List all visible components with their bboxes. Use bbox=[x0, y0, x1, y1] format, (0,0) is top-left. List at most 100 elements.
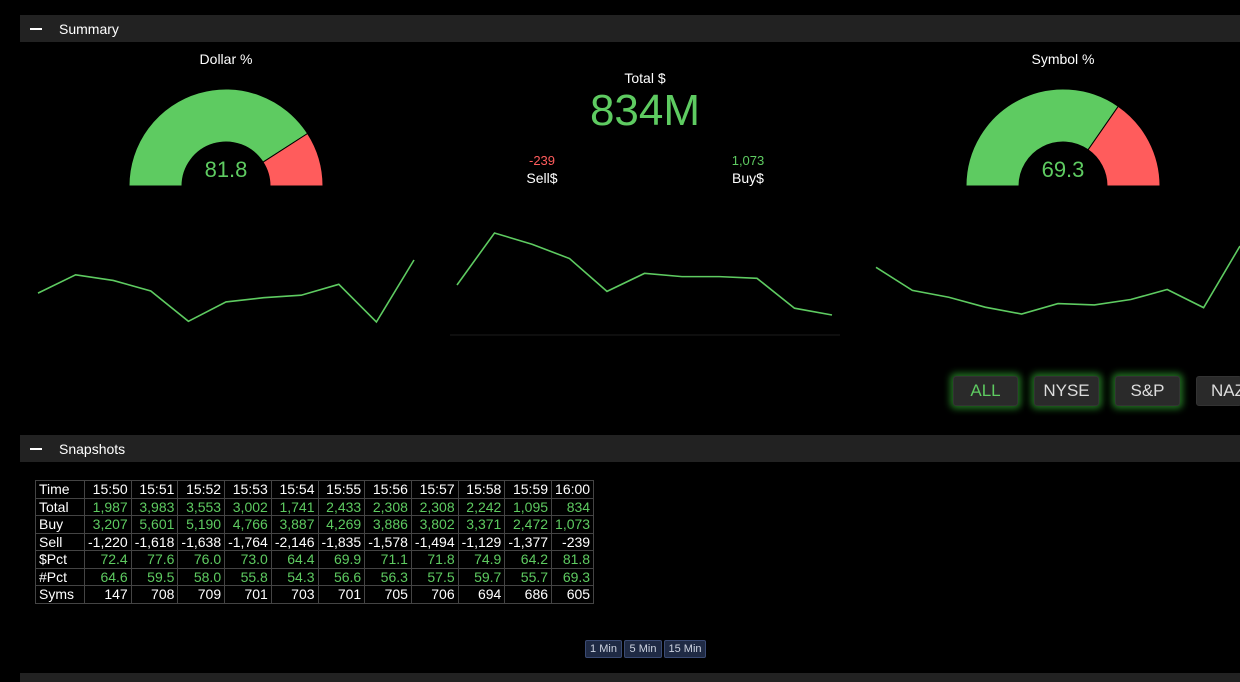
table-cell: 74.9 bbox=[457, 550, 506, 569]
interval-15min-button[interactable]: 15 Min bbox=[664, 640, 706, 658]
table-cell: 3,983 bbox=[130, 497, 179, 516]
row-label-cell: Syms bbox=[35, 585, 85, 604]
table-cell: 1,741 bbox=[270, 497, 319, 516]
table-cell: 705 bbox=[364, 585, 412, 604]
time-header-cell: 15:52 bbox=[177, 480, 226, 499]
table-cell: -1,494 bbox=[410, 532, 459, 551]
row-label-cell: Sell bbox=[35, 532, 85, 551]
total-label: Total $ bbox=[624, 70, 666, 86]
table-cell: -1,835 bbox=[317, 532, 366, 551]
table-cell: 701 bbox=[317, 585, 366, 604]
table-cell: -1,129 bbox=[457, 532, 506, 551]
symbol-gauge bbox=[965, 88, 1161, 187]
table-cell: 3,553 bbox=[177, 497, 226, 516]
table-cell: 54.3 bbox=[270, 567, 319, 586]
dollar-gauge-value: 81.8 bbox=[204, 157, 248, 182]
table-cell: 3,207 bbox=[84, 515, 132, 534]
table-cell: 55.7 bbox=[504, 567, 553, 586]
dollar-pct-sparkline bbox=[37, 259, 415, 324]
symbol-pct-sparkline bbox=[875, 245, 1240, 315]
buy-label: Buy$ bbox=[732, 170, 764, 186]
time-header-cell: 15:51 bbox=[130, 480, 179, 499]
table-cell: 76.0 bbox=[177, 550, 226, 569]
table-cell: 64.2 bbox=[504, 550, 553, 569]
time-header-cell: 15:58 bbox=[457, 480, 506, 499]
table-cell: 58.0 bbox=[177, 567, 226, 586]
table-cell: 1,073 bbox=[551, 515, 595, 534]
gauge-remainder-segment bbox=[262, 132, 324, 187]
table-cell: 4,269 bbox=[317, 515, 366, 534]
table-cell: 4,766 bbox=[224, 515, 272, 534]
table-cell: 686 bbox=[504, 585, 553, 604]
table-cell: 703 bbox=[270, 585, 319, 604]
snapshots-title: Snapshots bbox=[59, 440, 126, 457]
table-row: Sell -1,220 -1,618 -1,638 -1,764 -2,146 -1,835… bbox=[35, 532, 595, 551]
table-cell: 81.8 bbox=[551, 550, 595, 569]
table-cell: 708 bbox=[130, 585, 179, 604]
collapse-icon[interactable] bbox=[30, 27, 42, 30]
time-header-cell: 15:55 bbox=[317, 480, 366, 499]
table-row: Buy 3,207 5,601 5,190 4,766 3,887 4,269 3,886 3,… bbox=[35, 515, 595, 534]
filter-all-button[interactable]: ALL bbox=[953, 376, 1018, 406]
table-cell: 2,308 bbox=[364, 497, 412, 516]
table-cell: 2,433 bbox=[317, 497, 366, 516]
row-label-cell: Buy bbox=[35, 515, 85, 534]
gauge-remainder-segment bbox=[1087, 105, 1161, 187]
table-cell: 57.5 bbox=[410, 567, 459, 586]
table-cell: 5,601 bbox=[130, 515, 179, 534]
row-label-cell: #Pct bbox=[35, 567, 85, 586]
table-cell: 3,002 bbox=[224, 497, 272, 516]
table-cell: 694 bbox=[457, 585, 506, 604]
table-cell: 72.4 bbox=[84, 550, 132, 569]
table-cell: 73.0 bbox=[224, 550, 272, 569]
table-cell: 1,095 bbox=[504, 497, 553, 516]
time-header-cell: 15:59 bbox=[504, 480, 553, 499]
table-cell: 2,242 bbox=[457, 497, 506, 516]
table-cell: -239 bbox=[551, 532, 595, 551]
table-cell: 64.6 bbox=[84, 567, 132, 586]
summary-header[interactable]: Summary bbox=[20, 15, 1240, 42]
dollar-gauge-title: Dollar % bbox=[199, 51, 253, 67]
row-label-cell: Total bbox=[35, 497, 85, 516]
buy-value: 1,073 bbox=[731, 153, 765, 168]
snapshots-table: Time 15:50 15:51 15:52 15:53 15:54 15:55 15:56 1… bbox=[35, 480, 595, 604]
table-cell: 701 bbox=[224, 585, 272, 604]
sparkline-series-line bbox=[456, 232, 833, 316]
filter-sp-button[interactable]: S&P bbox=[1115, 376, 1180, 406]
time-header-cell: 16:00 bbox=[551, 480, 595, 499]
table-row: Syms 147 708 709 701 703 701 705 706 694 686 605 bbox=[35, 585, 595, 604]
filter-naz-button[interactable]: NAZ bbox=[1196, 376, 1240, 406]
dollar-gauge bbox=[128, 88, 324, 187]
table-row: Total 1,987 3,983 3,553 3,002 1,741 2,433 2,308… bbox=[35, 497, 595, 516]
sparkline-series-line bbox=[875, 245, 1240, 315]
table-cell: 71.1 bbox=[364, 550, 412, 569]
sell-value: -239 bbox=[528, 153, 556, 168]
time-header-cell: 15:53 bbox=[224, 480, 272, 499]
filter-nyse-button[interactable]: NYSE bbox=[1034, 376, 1099, 406]
interval-1min-button[interactable]: 1 Min bbox=[585, 640, 622, 658]
table-row: #Pct 64.6 59.5 58.0 55.8 54.3 56.6 56.3 57.5 59.7… bbox=[35, 567, 595, 586]
snapshots-header[interactable]: Snapshots bbox=[20, 435, 1240, 462]
table-cell: 3,802 bbox=[410, 515, 459, 534]
table-cell: 1,987 bbox=[84, 497, 132, 516]
interval-5min-button[interactable]: 5 Min bbox=[624, 640, 662, 658]
table-cell: 59.5 bbox=[130, 567, 179, 586]
table-cell: 3,886 bbox=[364, 515, 412, 534]
next-section-header[interactable] bbox=[20, 673, 1240, 682]
table-cell: 55.8 bbox=[224, 567, 272, 586]
table-cell: 2,308 bbox=[410, 497, 459, 516]
table-cell: 834 bbox=[551, 497, 595, 516]
summary-title: Summary bbox=[59, 20, 119, 37]
table-cell: -1,638 bbox=[177, 532, 226, 551]
table-cell: -2,146 bbox=[270, 532, 319, 551]
table-cell: 5,190 bbox=[177, 515, 226, 534]
table-cell: 69.3 bbox=[551, 567, 595, 586]
table-cell: 147 bbox=[84, 585, 132, 604]
table-cell: -1,618 bbox=[130, 532, 179, 551]
table-cell: 2,472 bbox=[504, 515, 553, 534]
collapse-icon[interactable] bbox=[30, 447, 42, 450]
table-cell: 69.9 bbox=[317, 550, 366, 569]
table-cell: 709 bbox=[177, 585, 226, 604]
table-cell: 56.3 bbox=[364, 567, 412, 586]
symbol-gauge-value: 69.3 bbox=[1041, 157, 1085, 182]
